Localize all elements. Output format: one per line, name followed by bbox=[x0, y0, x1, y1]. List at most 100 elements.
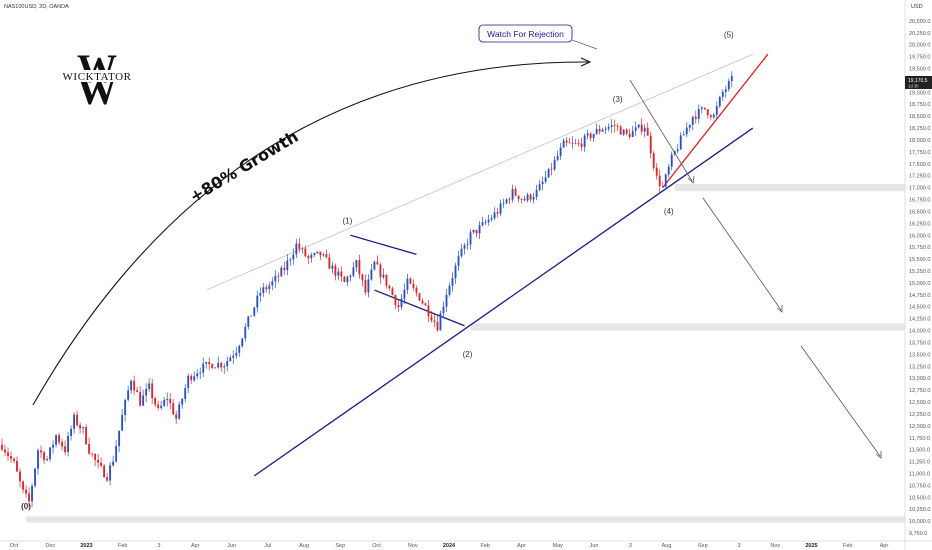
candle-body bbox=[94, 453, 97, 460]
candle-body bbox=[379, 264, 382, 278]
x-tick-label: Apr bbox=[880, 543, 889, 549]
candle-body bbox=[652, 153, 655, 168]
candle-body bbox=[73, 414, 76, 429]
y-tick-label: 13,250.0 bbox=[909, 364, 930, 370]
candle-body bbox=[265, 287, 268, 290]
candle-body bbox=[331, 265, 334, 269]
candle-body bbox=[286, 260, 289, 271]
candle-body bbox=[610, 125, 613, 127]
line-flag-bottom bbox=[374, 289, 465, 327]
candle-body bbox=[487, 219, 490, 223]
candle-body bbox=[703, 107, 706, 110]
candle-body bbox=[382, 274, 385, 278]
candle-body bbox=[469, 232, 472, 245]
candle-body bbox=[388, 285, 391, 289]
candle-body bbox=[58, 435, 60, 443]
price-tag-sub: 1d 3h bbox=[908, 84, 919, 89]
y-tick-label: 19,000.0 bbox=[909, 90, 930, 96]
watch-callout-box bbox=[478, 24, 573, 43]
projection-arrow-2 bbox=[702, 197, 782, 311]
candle-body bbox=[664, 174, 667, 187]
candle-body bbox=[361, 274, 364, 281]
candle-body bbox=[268, 285, 271, 290]
x-tick-label: Oct bbox=[372, 543, 381, 549]
candle-body bbox=[211, 364, 214, 369]
candle-body bbox=[274, 275, 277, 282]
x-tick-label: Feb bbox=[843, 543, 852, 549]
candle-body bbox=[70, 428, 73, 436]
candle-body bbox=[478, 225, 481, 234]
candle-body bbox=[247, 316, 250, 327]
x-tick-label: Apr bbox=[517, 543, 526, 549]
y-tick-label: 18,250.0 bbox=[909, 126, 930, 132]
candle-body bbox=[544, 177, 547, 182]
candle-body bbox=[532, 196, 535, 200]
candle-body bbox=[646, 127, 649, 136]
candle-body bbox=[466, 244, 469, 246]
candle-body bbox=[682, 134, 685, 136]
candle-body bbox=[328, 257, 331, 269]
candle-body bbox=[436, 321, 439, 331]
y-tick-label: 15,500.0 bbox=[909, 257, 930, 263]
candle-body bbox=[433, 320, 436, 322]
candle-body bbox=[670, 154, 673, 167]
candle-body bbox=[10, 456, 12, 459]
candle-body bbox=[277, 275, 280, 277]
candle-body bbox=[145, 388, 148, 396]
candle-body bbox=[520, 198, 523, 200]
candle-body bbox=[22, 481, 24, 490]
candle-body bbox=[322, 254, 325, 256]
candle-body bbox=[412, 283, 415, 288]
candle-body bbox=[16, 461, 18, 472]
candle-body bbox=[208, 362, 211, 365]
candle-body bbox=[499, 203, 502, 214]
y-tick-label: 11,000.0 bbox=[909, 471, 930, 477]
candle-body bbox=[214, 367, 217, 369]
candle-body bbox=[607, 126, 610, 129]
line-wedge-red bbox=[662, 53, 769, 189]
candle-body bbox=[253, 307, 256, 316]
candle-body bbox=[238, 345, 241, 353]
candle-body bbox=[343, 276, 346, 283]
candles-layer bbox=[1, 71, 733, 508]
candle-body bbox=[295, 243, 298, 255]
candle-body bbox=[199, 372, 202, 374]
candle-body bbox=[481, 222, 484, 226]
candle-body bbox=[598, 129, 601, 132]
support-zone-3 bbox=[26, 516, 905, 523]
wave-label-3: (3) bbox=[613, 95, 623, 104]
projection-arrow-1-head bbox=[687, 175, 695, 184]
y-tick-label: 17,500.0 bbox=[909, 162, 930, 168]
y-tick-label: 12,500.0 bbox=[909, 400, 930, 406]
x-tick-label: Nov bbox=[770, 543, 780, 549]
candle-body bbox=[625, 129, 628, 134]
candle-body bbox=[118, 430, 121, 447]
candle-body bbox=[391, 288, 394, 296]
y-tick-label: 14,250.0 bbox=[909, 317, 930, 323]
candle-body bbox=[601, 129, 604, 132]
candle-body bbox=[223, 366, 226, 368]
candle-body bbox=[622, 129, 625, 135]
y-tick-label: 10,750.0 bbox=[909, 483, 930, 489]
candle-body bbox=[640, 124, 643, 132]
candle-body bbox=[730, 76, 733, 82]
y-tick-label: 10,500.0 bbox=[909, 495, 930, 501]
candle-body bbox=[394, 295, 397, 306]
candle-body bbox=[712, 114, 715, 118]
candle-body bbox=[49, 447, 51, 460]
x-tick-label: Aug bbox=[299, 543, 309, 549]
x-tick-label: Dec bbox=[45, 543, 55, 549]
x-tick-label: 3 bbox=[629, 543, 632, 549]
candle-body bbox=[1, 444, 3, 450]
candle-body bbox=[634, 127, 637, 131]
currency-label: USD bbox=[911, 4, 923, 10]
candle-body bbox=[190, 375, 193, 381]
watch-callout-pointer bbox=[571, 39, 598, 50]
candle-body bbox=[7, 452, 9, 457]
candle-body bbox=[502, 202, 505, 204]
candle-body bbox=[106, 477, 109, 481]
y-tick-label: 19,750.0 bbox=[909, 55, 930, 61]
y-tick-label: 13,500.0 bbox=[909, 352, 930, 358]
candle-body bbox=[187, 375, 190, 389]
